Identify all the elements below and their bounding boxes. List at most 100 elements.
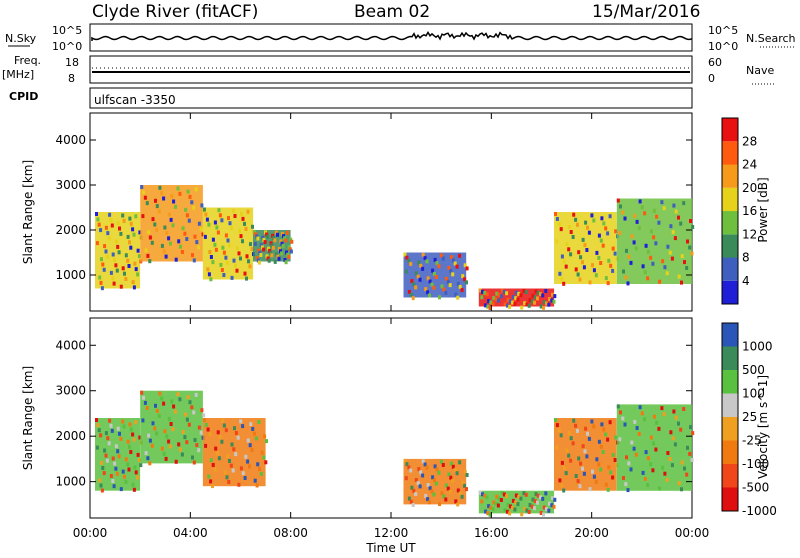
heatmap-speckle: [691, 225, 695, 229]
heatmap-speckle: [440, 491, 444, 496]
heatmap-speckle: [460, 494, 464, 499]
heatmap-speckle: [564, 264, 568, 269]
heatmap-speckle: [228, 243, 231, 248]
heatmap-speckle: [614, 229, 618, 234]
heatmap-speckle: [209, 255, 213, 259]
heatmap-speckle: [288, 247, 292, 252]
heatmap-speckle: [632, 446, 636, 451]
heatmap-speckle: [431, 475, 435, 480]
heatmap-speckle: [191, 455, 194, 460]
heatmap-speckle: [576, 428, 579, 433]
heatmap-speckle: [688, 245, 692, 250]
heatmap-speckle: [207, 474, 211, 479]
heatmap-speckle: [597, 255, 601, 260]
heatmap-speckle: [195, 240, 199, 245]
heatmap-speckle: [661, 259, 665, 264]
heatmap-speckle: [486, 511, 490, 516]
heatmap-speckle: [206, 267, 210, 272]
heatmap-speckle: [571, 441, 575, 446]
heatmap-speckle: [446, 279, 450, 284]
heatmap-speckle: [658, 486, 662, 491]
heatmap-speckle: [249, 422, 253, 427]
heatmap-speckle: [417, 467, 421, 472]
heatmap-speckle: [651, 468, 655, 473]
heatmap-speckle: [416, 481, 420, 486]
heatmap-speckle: [132, 232, 136, 237]
heatmap-speckle: [646, 276, 650, 281]
cpid-value: ulfscan -3350: [94, 93, 176, 107]
heatmap-speckle: [562, 488, 566, 493]
heatmap-speckle: [516, 502, 520, 507]
heatmap-speckle: [565, 242, 569, 247]
heatmap-speckle: [197, 245, 201, 250]
colorbar-swatch: [722, 280, 738, 305]
heatmap-speckle: [506, 502, 510, 507]
heatmap-speckle: [683, 260, 686, 265]
heatmap-speckle: [604, 432, 608, 437]
heatmap-speckle: [441, 463, 445, 467]
heatmap-speckle: [513, 301, 517, 306]
heatmap-speckle: [160, 191, 164, 196]
heatmap-speckle: [583, 449, 587, 454]
heatmap-speckle: [590, 419, 594, 424]
heatmap-speckle: [449, 269, 453, 274]
heatmap-speckle: [496, 298, 500, 303]
x-tick-label: 08:00: [273, 526, 308, 540]
heatmap-speckle: [176, 186, 180, 191]
colorbar-tick-label: 4: [742, 274, 750, 288]
heatmap-speckle: [129, 245, 133, 250]
heatmap-speckle: [439, 253, 443, 258]
heatmap-speckle: [517, 495, 521, 499]
heatmap-speckle: [611, 452, 615, 457]
heatmap-speckle: [246, 459, 250, 464]
heatmap-speckle: [136, 248, 140, 253]
heatmap-speckle: [551, 496, 554, 501]
heatmap-speckle: [671, 230, 675, 235]
heatmap-speckle: [660, 406, 664, 411]
heatmap-speckle: [239, 419, 243, 424]
heatmap-speckle: [200, 408, 204, 413]
heatmap-speckle: [243, 476, 247, 480]
heatmap-speckle: [606, 231, 610, 236]
heatmap-speckle: [503, 302, 507, 307]
heatmap-speckle: [248, 443, 252, 448]
heatmap-speckle: [660, 200, 664, 205]
heatmap-speckle: [114, 263, 118, 268]
heatmap-speckle: [229, 463, 233, 468]
heatmap-speckle: [643, 270, 647, 275]
heatmap-speckle: [599, 261, 603, 265]
heatmap-speckle: [162, 249, 166, 254]
heatmap-speckle: [428, 279, 432, 284]
heatmap-speckle: [111, 252, 115, 257]
heatmap-speckle: [683, 466, 686, 471]
heatmap-speckle: [167, 439, 171, 444]
colorbar-swatch: [722, 393, 738, 417]
heatmap-speckle: [277, 256, 281, 261]
heatmap-speckle: [124, 253, 128, 258]
nave-tick-top: 60: [708, 56, 722, 69]
heatmap-speckle: [428, 500, 431, 505]
power-heatmap: [95, 185, 695, 310]
y-tick-label: 4000: [55, 133, 86, 147]
heatmap-speckle: [433, 464, 437, 469]
heatmap-speckle: [491, 507, 495, 512]
heatmap-speckle: [451, 464, 455, 469]
heatmap-speckle: [685, 266, 689, 270]
cpid-panel: CPID ulfscan -3350: [9, 87, 693, 109]
heatmap-speckle: [668, 457, 672, 461]
heatmap-speckle: [148, 259, 152, 264]
heatmap-speckle: [409, 261, 413, 266]
heatmap-speckle: [449, 475, 453, 480]
heatmap-speckle: [453, 468, 457, 472]
heatmap-speckle: [239, 256, 242, 261]
heatmap-speckle: [121, 266, 125, 271]
heatmap-speckle: [550, 298, 554, 303]
heatmap-speckle: [677, 215, 680, 220]
heatmap-speckle: [180, 250, 184, 254]
heatmap-speckle: [685, 472, 689, 477]
heatmap-speckle: [405, 255, 409, 260]
x-tick-label: 04:00: [173, 526, 208, 540]
heatmap-speckle: [192, 258, 196, 263]
colorbar-swatch: [722, 164, 738, 188]
heatmap-speckle: [234, 452, 238, 457]
